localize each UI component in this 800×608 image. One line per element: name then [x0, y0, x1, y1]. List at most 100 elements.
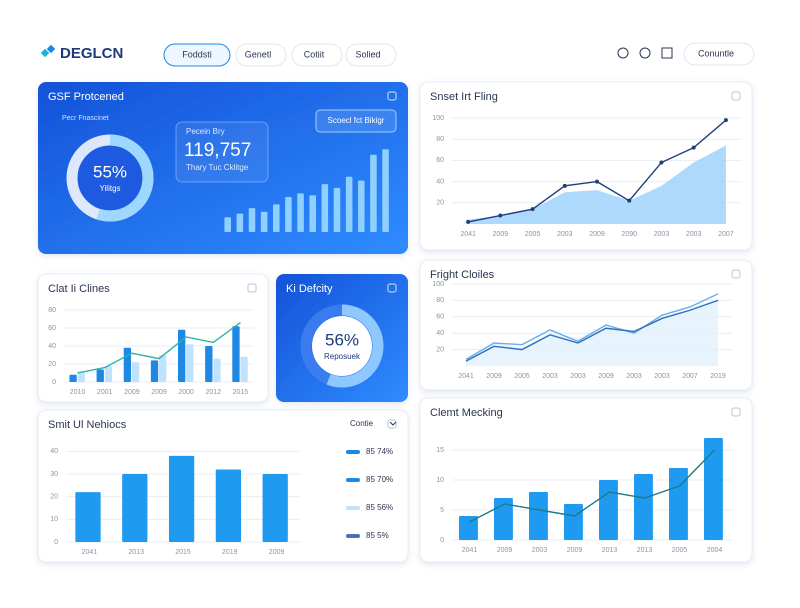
x-tick-label: 2009 [567, 547, 583, 554]
y-tick-label: 40 [436, 330, 444, 337]
panel-menu-icon[interactable] [387, 419, 397, 429]
panel-menu-icon[interactable] [387, 91, 397, 101]
panel-menu-icon[interactable] [731, 91, 741, 101]
panel-menu-icon[interactable] [387, 283, 397, 293]
line-point [562, 183, 567, 188]
panel-title: Clemt Mecking [430, 407, 503, 419]
x-tick-label: 2003 [626, 373, 642, 380]
x-tick-label: 2009 [269, 549, 285, 556]
panel-menu-icon[interactable] [731, 407, 741, 417]
bar [75, 492, 101, 542]
nav-pill[interactable] [345, 43, 397, 67]
x-tick-label: 2000 [178, 389, 194, 396]
bar [248, 208, 256, 232]
x-tick-label: 2013 [128, 549, 144, 556]
x-tick-label: 2003 [570, 373, 586, 380]
y-tick-label: 100 [432, 281, 444, 288]
x-tick-label: 2009 [589, 231, 605, 238]
line-point [723, 118, 728, 123]
bar [370, 154, 377, 232]
y-tick-label: 20 [436, 200, 444, 207]
nav-pill[interactable] [291, 43, 343, 67]
panel-title: Snset Irt Fling [430, 91, 498, 103]
x-tick-label: 2009 [497, 547, 513, 554]
y-tick-label: 20 [50, 494, 58, 501]
nav-item[interactable]: Foddsti [182, 49, 212, 59]
nav-item[interactable]: Genetl [245, 49, 272, 59]
panel-title: Ki Defcity [286, 283, 333, 295]
nav-item[interactable]: Solied [355, 49, 380, 59]
x-tick-label: 2015 [233, 389, 249, 396]
x-tick-label: 2012 [205, 389, 221, 396]
panel-title: Clat Ii Clines [48, 283, 110, 295]
nav-pill[interactable] [235, 43, 287, 67]
x-tick-label: 2041 [458, 373, 474, 380]
action-button[interactable] [315, 109, 397, 133]
bar [236, 213, 244, 232]
bar [321, 184, 329, 232]
x-tick-label: 2010 [70, 389, 86, 396]
settings-icon[interactable] [639, 47, 651, 59]
line [469, 449, 716, 523]
bar [564, 504, 583, 540]
y-tick-label: 0 [52, 379, 56, 386]
y-tick-label: 60 [48, 325, 56, 332]
bar [333, 187, 341, 232]
panel-title: GSF Protcened [48, 91, 124, 103]
bar [104, 365, 113, 382]
dropdown[interactable]: Contie [350, 419, 374, 428]
bar [358, 180, 365, 232]
x-tick-label: 2003 [654, 373, 670, 380]
bar [77, 371, 85, 382]
bar [123, 347, 132, 382]
x-tick-label: 2003 [532, 547, 548, 554]
panel-menu-icon[interactable] [247, 283, 257, 293]
account-name[interactable]: Conuntle [698, 48, 734, 58]
y-tick-label: 40 [50, 448, 58, 455]
donut-center [78, 146, 142, 210]
bar [669, 468, 688, 540]
bar [232, 326, 240, 382]
legend-label: 85 56% [366, 503, 393, 512]
area [468, 145, 726, 224]
bar [240, 356, 248, 382]
dropdown-caret[interactable] [389, 421, 397, 426]
x-tick-label: 2041 [460, 231, 476, 238]
x-tick-label: 2013 [637, 547, 653, 554]
y-tick-label: 20 [436, 346, 444, 353]
x-tick-label: 2005 [514, 373, 530, 380]
donut-center [312, 316, 372, 376]
nav-item[interactable]: Cotiit [304, 49, 325, 59]
nav-pill[interactable] [163, 43, 231, 67]
x-tick-label: 2001 [97, 389, 113, 396]
bar [297, 193, 304, 232]
stat-caption: Pecein Bry [186, 127, 225, 136]
bar [150, 360, 159, 382]
y-tick-label: 10 [50, 516, 58, 523]
legend-swatch [346, 534, 360, 538]
legend-label: 85 74% [366, 447, 393, 456]
bar [599, 480, 618, 540]
grid-icon[interactable] [661, 47, 673, 59]
x-tick-label: 2013 [602, 547, 618, 554]
action-button-label[interactable]: Scoecl fct Bikigr [328, 116, 385, 125]
x-tick-label: 2003 [542, 373, 558, 380]
bar [704, 438, 723, 540]
y-tick-label: 80 [436, 297, 444, 304]
y-tick-label: 40 [436, 178, 444, 185]
line [77, 322, 241, 374]
y-tick-label: 40 [48, 343, 56, 350]
donut-arc [300, 304, 384, 388]
bar [309, 195, 316, 232]
donut-caption: Yilitgs [99, 184, 120, 193]
account-menu[interactable] [683, 42, 755, 66]
donut-caption: Reposuek [324, 352, 361, 361]
x-tick-label: 2090 [621, 231, 637, 238]
y-tick-label: 10 [436, 477, 444, 484]
line-point [691, 145, 696, 150]
stat-note: Thary Tuc Cklitge [186, 163, 249, 172]
panel-menu-icon[interactable] [731, 269, 741, 279]
line [465, 299, 719, 362]
bar [459, 516, 478, 540]
user-icon[interactable] [617, 47, 629, 59]
